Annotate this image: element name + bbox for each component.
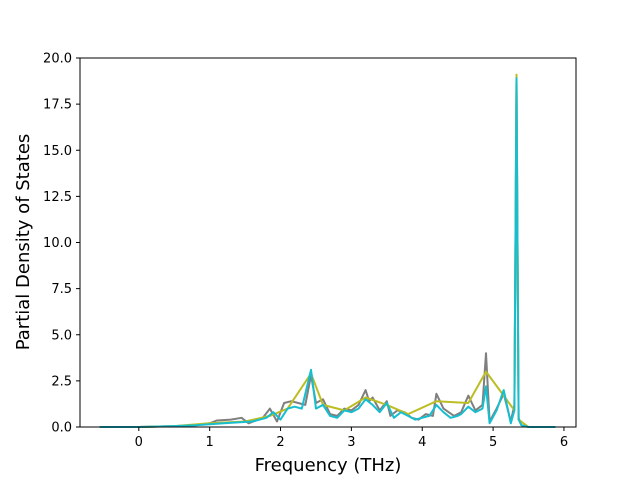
series-line-2 [99,77,556,428]
x-tick-label-1: 1 [206,435,214,450]
x-tick-label-0: 0 [135,435,143,450]
y-tick-label-1: 2.5 [51,374,72,389]
x-axis-ticks: 0 1 2 3 4 5 6 [135,427,568,450]
x-tick-label-5: 5 [489,435,497,450]
y-tick-label-3: 7.5 [51,282,72,297]
y-tick-label-6: 15.0 [43,144,72,159]
y-tick-label-8: 20.0 [43,52,72,67]
y-tick-label-0: 0.0 [51,421,72,436]
y-axis-ticks: 0.0 2.5 5.0 7.5 10.0 12.5 15.0 17.5 20.0 [43,52,80,436]
x-tick-label-4: 4 [418,435,426,450]
series-layer [99,73,556,428]
y-tick-label-5: 12.5 [43,190,72,205]
y-tick-label-7: 17.5 [43,98,72,113]
y-axis-label: Partial Density of States [13,134,34,351]
x-axis-label: Frequency (THz) [255,455,402,476]
plot-frame [79,57,577,428]
y-tick-label-2: 5.0 [51,328,72,343]
x-tick-label-3: 3 [347,435,355,450]
series-line-0 [99,79,556,428]
x-tick-label-2: 2 [276,435,284,450]
y-tick-label-4: 10.0 [43,236,72,251]
series-line-1 [99,73,556,428]
x-tick-label-6: 6 [560,435,568,450]
